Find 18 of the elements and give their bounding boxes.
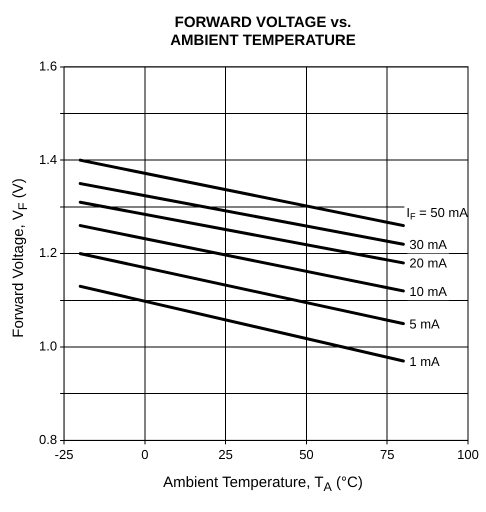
x-axis-title: Ambient Temperature, T$_{A}$ (°C) [162,474,364,494]
series-label: 5 mA [409,316,440,332]
x-tick-label: 0 [141,446,148,462]
y-tick-label: 1.0 [38,338,58,354]
x-tick-label: 25 [218,446,233,462]
series-label: 1 mA [409,354,440,369]
y-tick-label: 1.2 [38,245,58,260]
y-tick-label: 0.8 [38,432,58,447]
x-tick-label: 50 [299,446,314,462]
x-tick-label: -25 [54,446,74,462]
y-tick-label: 1.6 [38,58,58,74]
series-label: 10 mA [409,284,448,299]
chart-title: FORWARD VOLTAGE vs. AMBIENT TEMPERATURE [169,14,357,50]
x-tick-label: 75 [380,446,394,462]
series-label: 20 mA [409,256,448,271]
x-tick-label: 100 [457,446,479,462]
y-tick-label: 1.4 [38,152,58,167]
series-label: 30 mA [409,236,448,252]
